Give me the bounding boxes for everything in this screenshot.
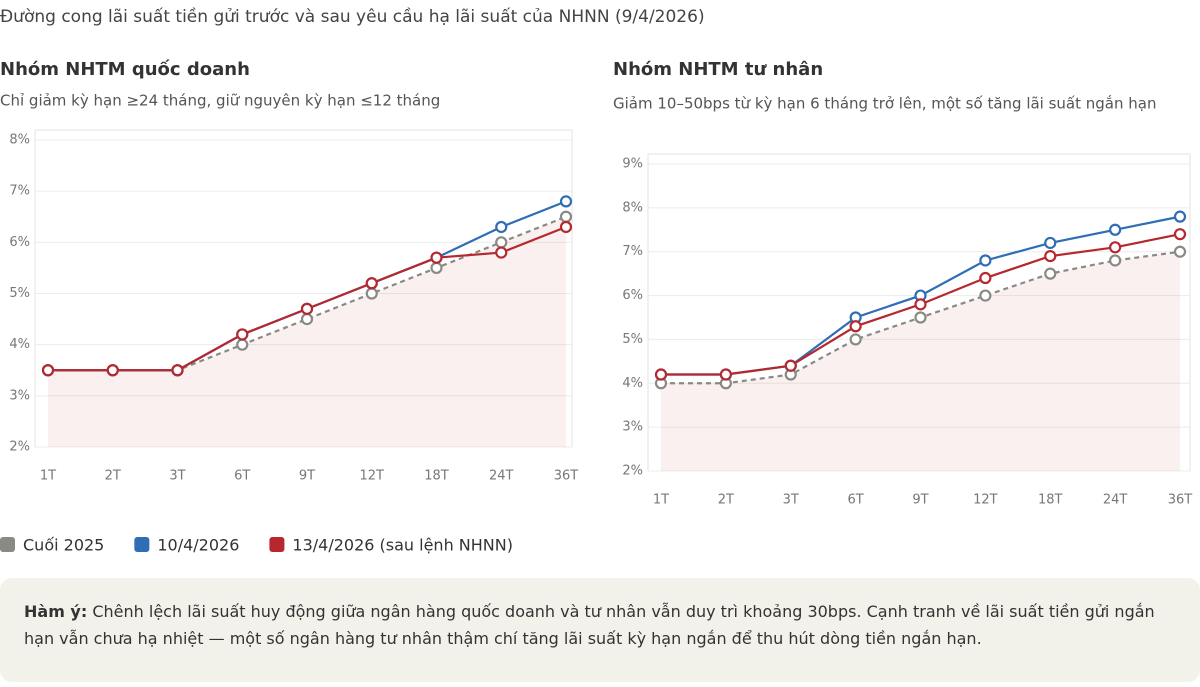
point <box>495 220 508 234</box>
x-tick-label: 12T <box>360 469 385 484</box>
x-tick-label: 18T <box>1038 493 1063 508</box>
x-tick-label: 3T <box>783 493 799 508</box>
y-tick-label: 7% <box>622 244 643 259</box>
legend-label: Cuối 2025 <box>23 536 104 555</box>
chart-subtitle: Chỉ giảm kỳ hạn ≥24 tháng, giữ nguyên kỳ… <box>0 92 440 110</box>
point <box>1173 228 1187 241</box>
series-line <box>48 215 567 372</box>
y-tick-label: 6% <box>622 288 643 303</box>
y-tick-label: 8% <box>9 133 30 148</box>
y-tick-label: 5% <box>9 286 30 301</box>
point <box>300 302 314 315</box>
y-tick-label: 7% <box>9 184 30 199</box>
point <box>849 320 862 333</box>
y-tick-label: 3% <box>622 420 643 435</box>
note-label: Hàm ý: <box>24 602 88 621</box>
y-tick-label: 3% <box>9 388 30 403</box>
x-tick-label: 6T <box>848 493 864 508</box>
x-tick-label: 18T <box>424 469 449 484</box>
x-tick-label: 36T <box>1168 493 1193 508</box>
point <box>171 364 184 377</box>
x-tick-label: 9T <box>912 493 928 508</box>
x-tick-label: 9T <box>299 469 315 484</box>
point <box>849 333 862 346</box>
point <box>365 287 378 300</box>
point <box>914 298 927 311</box>
point <box>106 364 119 377</box>
point <box>559 210 573 223</box>
point <box>495 236 508 249</box>
point <box>979 254 992 267</box>
point <box>430 251 443 264</box>
point <box>1044 236 1057 250</box>
point <box>430 261 443 275</box>
point <box>914 311 927 324</box>
y-tick-label: 5% <box>622 332 643 347</box>
point <box>719 368 732 381</box>
y-tick-label: 9% <box>622 157 643 172</box>
legend-label: 13/4/2026 (sau lệnh NHNN) <box>292 536 513 555</box>
page-title: Đường cong lãi suất tiền gửi trước và sa… <box>0 6 705 27</box>
legend-swatch <box>134 537 150 552</box>
x-tick-label: 36T <box>554 469 579 484</box>
point <box>1173 210 1187 223</box>
point <box>236 328 249 341</box>
x-tick-label: 3T <box>169 469 185 484</box>
point <box>1109 254 1122 267</box>
y-tick-label: 4% <box>622 376 643 391</box>
y-tick-label: 6% <box>9 235 30 250</box>
y-tick-label: 8% <box>622 200 643 215</box>
point <box>1109 241 1122 254</box>
legend-label: 10/4/2026 <box>157 536 239 555</box>
y-tick-label: 2% <box>622 464 643 479</box>
legend-swatch <box>0 537 15 552</box>
note: Hàm ý: Chênh lệch lãi suất huy động giữa… <box>0 578 1200 682</box>
y-tick-label: 4% <box>9 337 30 352</box>
point <box>559 220 573 234</box>
area-fill <box>48 216 566 447</box>
x-tick-label: 12T <box>973 493 998 508</box>
chart-title: Nhóm NHTM quốc doanh <box>0 59 250 80</box>
point <box>1109 223 1122 236</box>
chart-subtitle: Giảm 10–50bps từ kỳ hạn 6 tháng trở lên,… <box>613 95 1156 113</box>
area-fill <box>661 251 1180 471</box>
y-tick-label: 2% <box>9 440 30 455</box>
legend-swatch <box>269 537 285 552</box>
charts: Đường cong lãi suất tiền gửi trước và sa… <box>0 6 1193 555</box>
point <box>784 359 797 372</box>
point <box>1044 250 1057 263</box>
x-tick-label: 1T <box>653 493 669 508</box>
x-tick-label: 2T <box>105 469 121 484</box>
point <box>365 277 378 290</box>
point <box>979 289 992 302</box>
point <box>236 338 249 351</box>
point <box>495 246 508 259</box>
chart-title: Nhóm NHTM tư nhân <box>613 59 823 80</box>
point <box>559 195 573 208</box>
point <box>300 312 314 326</box>
x-tick-label: 6T <box>234 469 250 484</box>
point <box>1044 267 1057 280</box>
x-tick-label: 1T <box>40 469 56 484</box>
point <box>979 271 992 285</box>
x-tick-label: 24T <box>489 469 514 484</box>
x-tick-label: 24T <box>1103 493 1128 508</box>
point <box>1173 245 1187 258</box>
x-tick-label: 2T <box>718 493 734 508</box>
point <box>41 364 55 377</box>
point <box>654 368 668 381</box>
note-text: Chênh lệch lãi suất huy động giữa ngân h… <box>24 602 1155 648</box>
